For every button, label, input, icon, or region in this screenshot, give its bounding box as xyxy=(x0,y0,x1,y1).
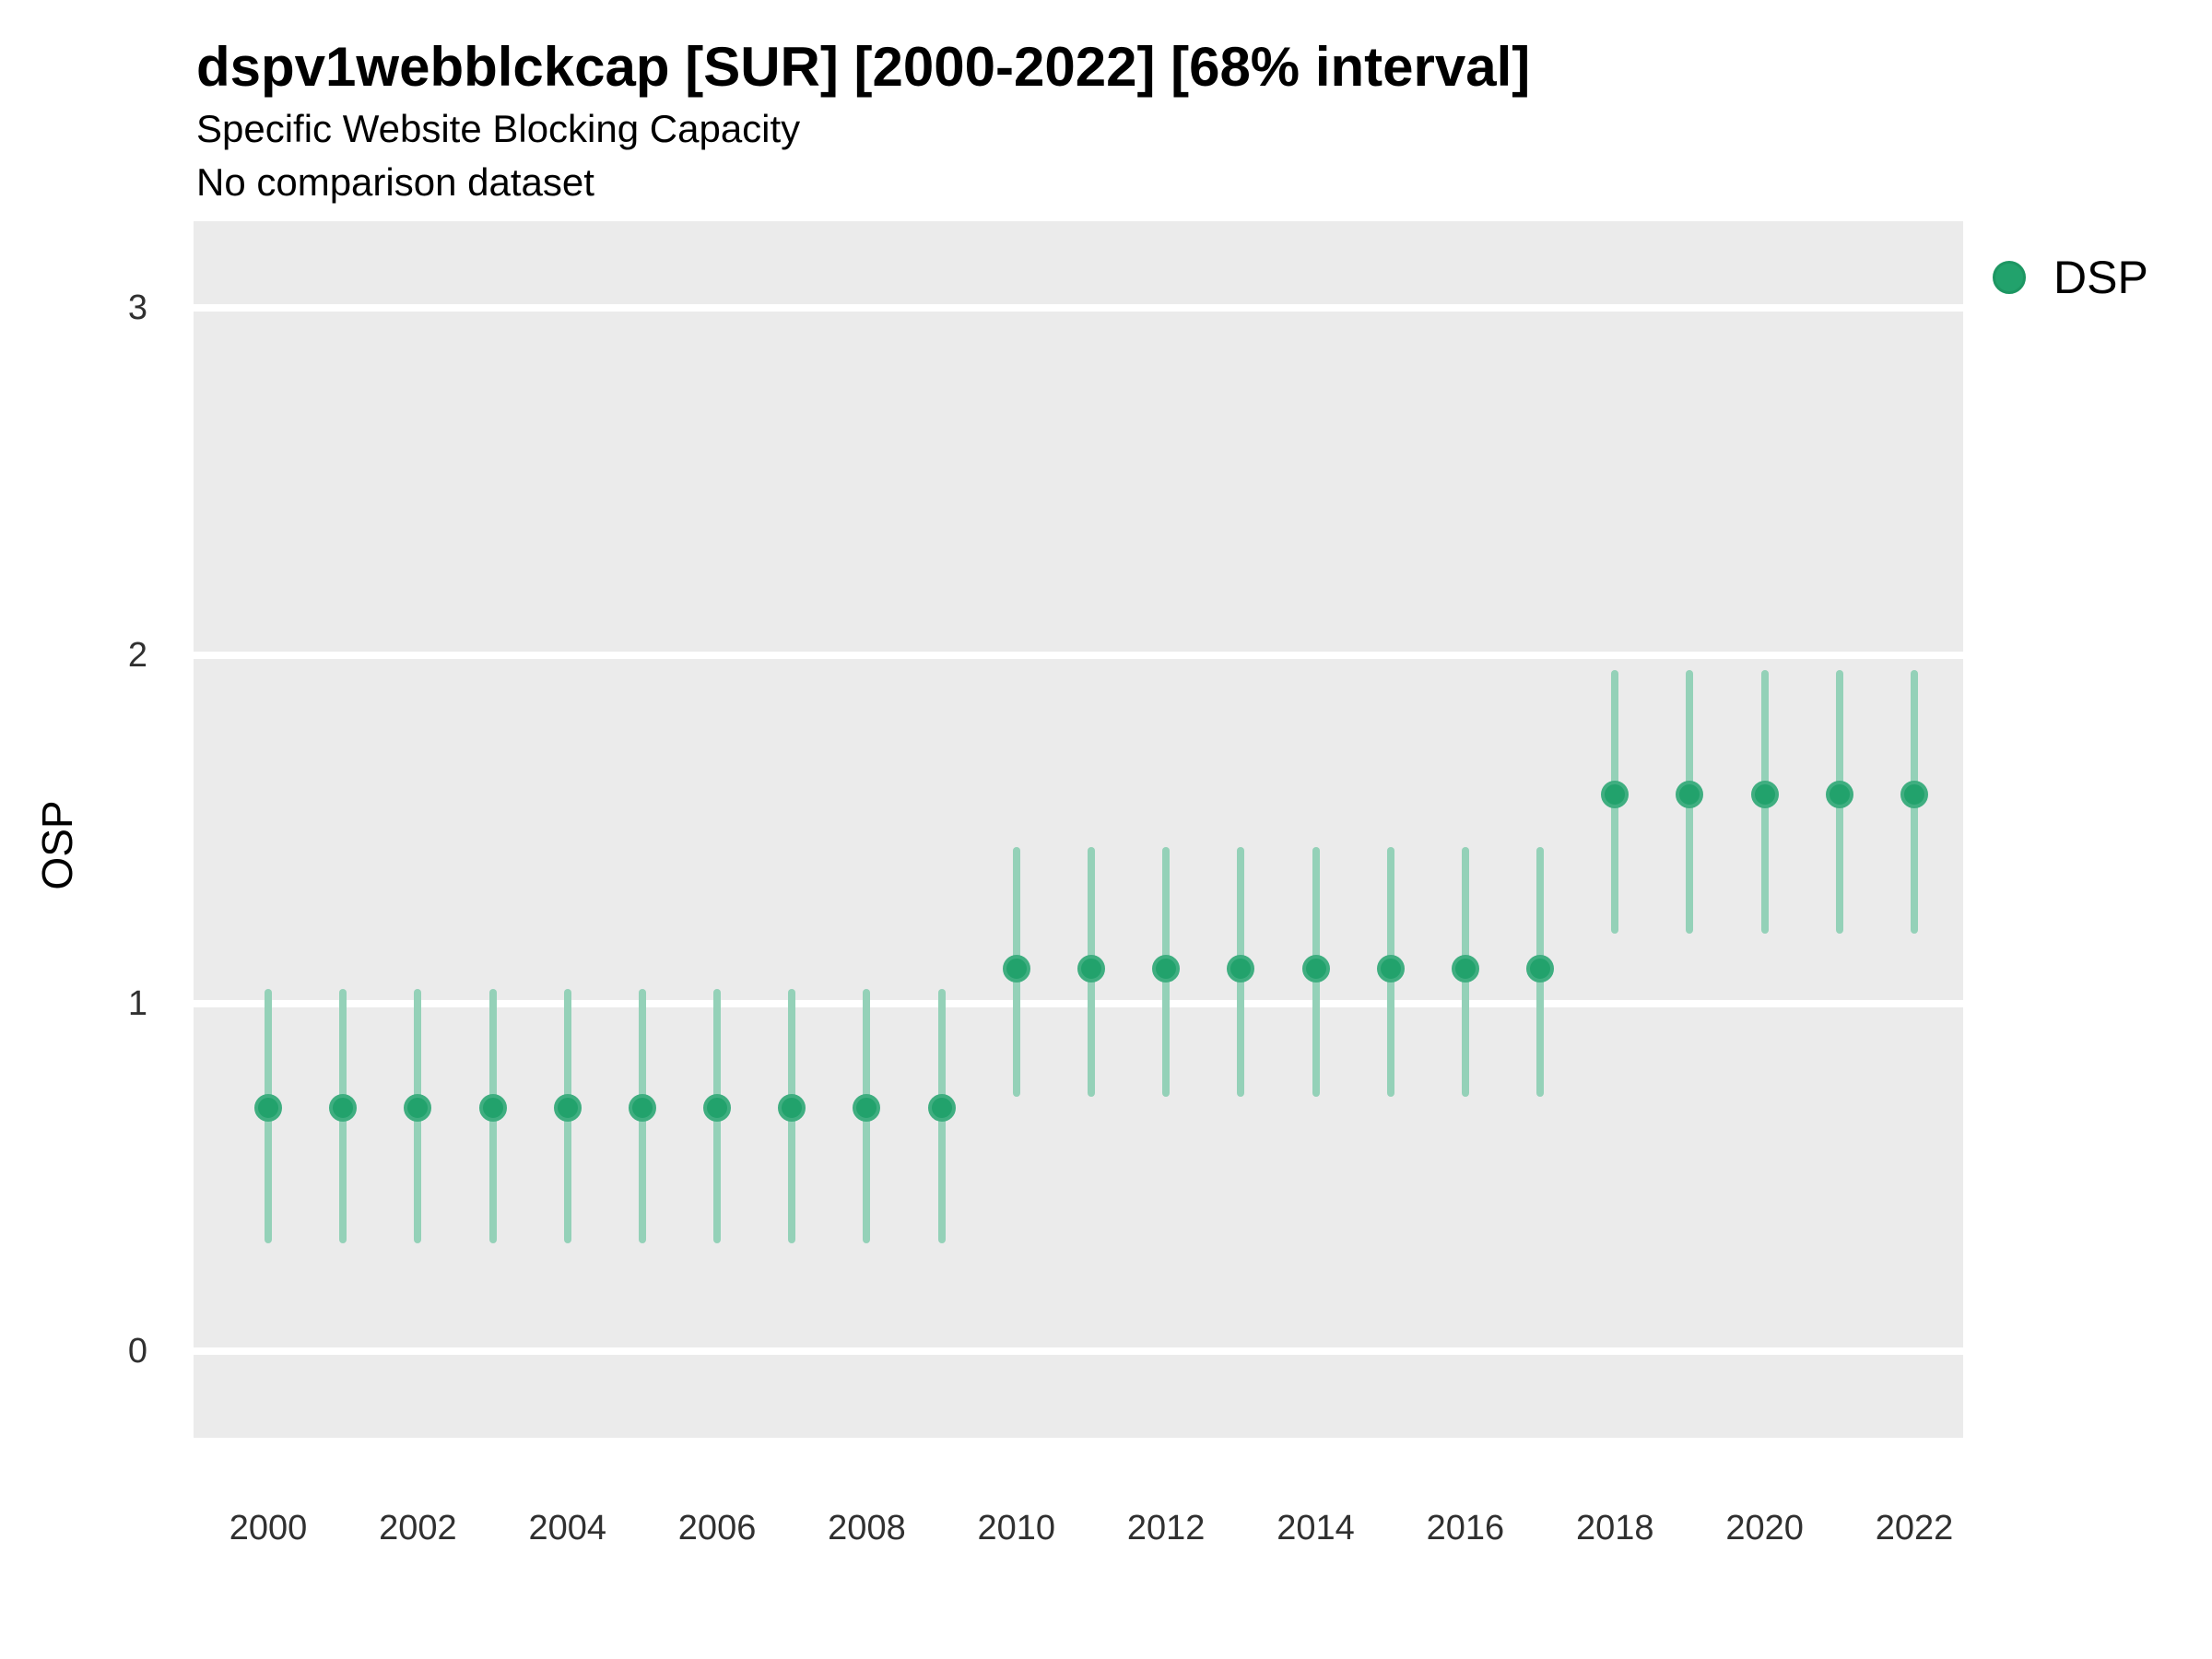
x-tick-label: 2012 xyxy=(1126,1509,1206,1547)
data-point xyxy=(1451,954,1479,982)
x-tick-label: 2002 xyxy=(379,1509,457,1547)
data-point xyxy=(1676,781,1704,809)
data-point xyxy=(1526,954,1555,982)
y-tick-label: 1 xyxy=(127,983,147,1023)
data-point xyxy=(1301,954,1330,982)
data-point xyxy=(1002,954,1030,982)
data-point xyxy=(1825,781,1853,809)
x-tick-label: 2020 xyxy=(1725,1509,1804,1547)
x-tick-label: 2008 xyxy=(828,1509,906,1547)
data-point xyxy=(329,1093,358,1122)
data-point xyxy=(1376,954,1405,982)
y-tick-label: 3 xyxy=(127,288,147,328)
y-axis-title: OSP xyxy=(33,800,81,890)
data-point xyxy=(1900,781,1928,809)
x-tick-label: 2010 xyxy=(977,1509,1056,1547)
data-point xyxy=(1750,781,1779,809)
data-point xyxy=(853,1093,881,1122)
data-point xyxy=(1227,954,1255,982)
grid-line xyxy=(194,304,1963,312)
data-point xyxy=(254,1093,282,1122)
data-point xyxy=(553,1093,582,1122)
y-tick-label: 2 xyxy=(127,636,147,676)
grid-line xyxy=(194,999,1963,1007)
data-point xyxy=(1601,781,1630,809)
legend: DSP xyxy=(1993,251,2148,304)
x-tick-label: 2006 xyxy=(677,1509,757,1547)
legend-label: DSP xyxy=(2053,252,2148,303)
y-tick-label: 0 xyxy=(127,1331,147,1371)
x-tick-label: 2000 xyxy=(229,1509,308,1547)
x-tick-label: 2004 xyxy=(528,1509,606,1547)
plot-panel xyxy=(194,221,1963,1438)
x-tick-label: 2014 xyxy=(1277,1509,1355,1547)
data-point xyxy=(927,1093,956,1122)
x-tick-label: 2022 xyxy=(1875,1509,1954,1547)
grid-line xyxy=(194,652,1963,660)
data-point xyxy=(1152,954,1181,982)
data-point xyxy=(478,1093,507,1122)
data-point xyxy=(404,1093,432,1122)
data-point xyxy=(703,1093,732,1122)
data-point xyxy=(778,1093,806,1122)
page-title: dspv1webblckcap [SUR] [2000-2022] [68% i… xyxy=(196,36,1531,98)
legend-point-swatch xyxy=(1993,261,2026,294)
data-point xyxy=(1077,954,1105,982)
chart-subtitle: Specific Website Blocking Capacity xyxy=(196,107,801,150)
x-tick-label: 2016 xyxy=(1426,1509,1505,1547)
comparison-note: No comparison dataset xyxy=(196,160,594,204)
grid-line xyxy=(194,1347,1963,1355)
x-tick-label: 2018 xyxy=(1575,1509,1654,1547)
data-point xyxy=(628,1093,656,1122)
